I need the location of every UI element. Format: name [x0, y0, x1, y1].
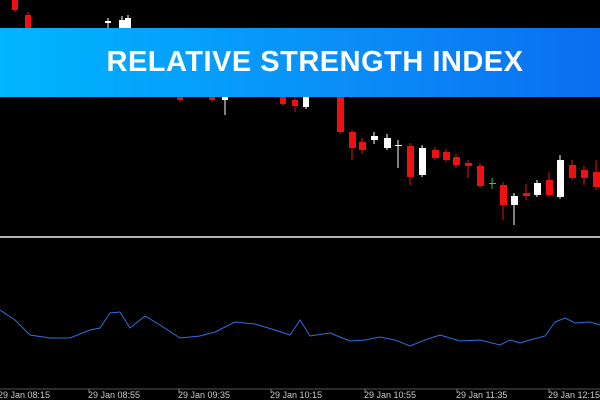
time-label: 29 Jan 08:15 [0, 390, 50, 400]
time-label: 29 Jan 08:55 [88, 390, 140, 400]
time-label: 29 Jan 10:55 [364, 390, 416, 400]
time-label: 29 Jan 12:15 [548, 390, 600, 400]
rsi-line [0, 309, 600, 347]
banner: RELATIVE STRENGTH INDEX [0, 28, 600, 97]
time-axis: 29 Jan 08:15 29 Jan 08:55 29 Jan 09:35 29 J… [0, 389, 600, 400]
time-label: 29 Jan 10:15 [270, 390, 322, 400]
time-label: 29 Jan 09:35 [178, 390, 230, 400]
banner-title: RELATIVE STRENGTH INDEX [106, 46, 524, 78]
candles [12, 0, 600, 225]
time-label: 29 Jan 11:35 [456, 390, 507, 400]
